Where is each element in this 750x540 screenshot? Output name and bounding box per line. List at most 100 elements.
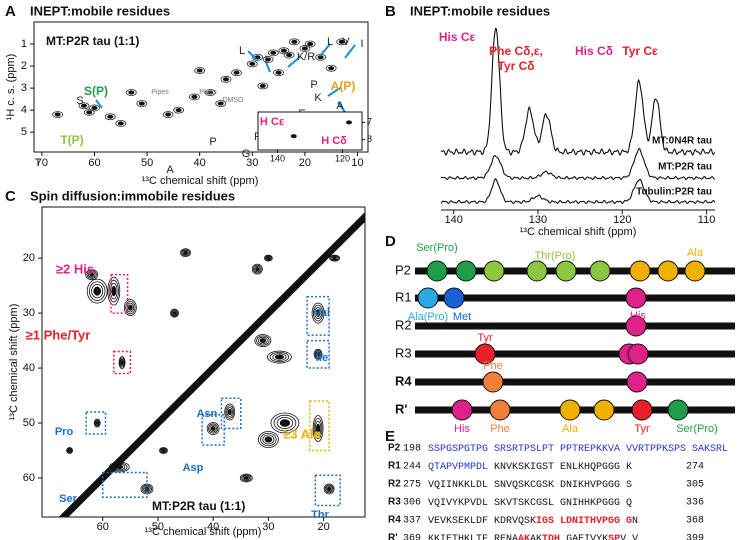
highlight-box (314, 474, 341, 507)
contour (256, 335, 270, 346)
residue-marker (593, 399, 615, 421)
contour (111, 462, 128, 472)
sample-label: MT:P2R tau (1:1) (152, 499, 245, 513)
contour (265, 256, 272, 261)
residue-label: L (239, 45, 245, 57)
x-axis-label: ¹³C chemical shift (ppm) (145, 526, 262, 538)
contour (125, 300, 136, 315)
residue-marker (455, 260, 477, 282)
pointer (247, 50, 259, 62)
residue-label: Pipes (199, 89, 217, 96)
peak (128, 90, 135, 95)
highlight-box (101, 471, 148, 498)
inset-label: H Cε (260, 116, 285, 128)
peak (204, 89, 216, 96)
contour (93, 418, 101, 428)
contour (119, 357, 125, 368)
residue-marker (631, 399, 653, 421)
contour (119, 358, 125, 367)
sequence-segment: KNVKSKIGST ENLKHQPGGG K (488, 462, 632, 473)
contour (181, 249, 190, 257)
trace-label: Tubulin:P2R tau (636, 187, 712, 198)
peak-label: His Cε (439, 30, 476, 44)
peak (288, 38, 300, 46)
y-axis-label: ¹³C chemical shift (ppm) (8, 304, 20, 421)
sequence-segment: KKIETHKLTF RENA (428, 534, 518, 540)
contour (180, 248, 191, 258)
contour (171, 310, 178, 316)
row-label: R3 (395, 345, 412, 360)
peak (301, 46, 308, 51)
peak (207, 90, 214, 95)
x-tick-label: 130 (529, 214, 547, 226)
peak (80, 103, 87, 108)
y-tick-label: 60 (23, 472, 35, 484)
peak (91, 105, 98, 110)
contour (107, 276, 121, 306)
end-number: 274 (686, 462, 704, 473)
end-number: 399 (686, 534, 704, 540)
contour (272, 353, 287, 361)
highlight-box (201, 414, 225, 446)
end-number: 336 (686, 498, 704, 509)
contour (276, 417, 294, 430)
x-tick-label: 20 (299, 157, 311, 169)
peak-label: Asn (197, 408, 218, 420)
peak (189, 93, 200, 101)
peak-label: Ile (316, 352, 328, 364)
contour (331, 256, 338, 261)
peak (191, 94, 198, 99)
contour (227, 408, 232, 416)
peak (328, 66, 335, 71)
x-tick-label: 120 (335, 153, 350, 163)
contour (89, 281, 106, 301)
contour (263, 254, 273, 262)
peak (86, 110, 93, 115)
contour (313, 417, 323, 440)
contour (253, 264, 262, 274)
spectrum-trace (440, 147, 715, 181)
peak-label: Val (314, 307, 330, 319)
diagonal (62, 216, 365, 517)
peak-label: Pro (55, 426, 74, 438)
contour (111, 285, 117, 297)
residue-marker (629, 260, 651, 282)
residue-marker (526, 260, 548, 282)
residue-label: Ala (562, 423, 579, 435)
contour (93, 286, 102, 296)
peak (291, 39, 298, 44)
sequence-segment: IGS LDNITHVPGG G (536, 516, 632, 527)
panel-label: E (385, 428, 395, 445)
residue-label: I (264, 54, 267, 66)
contour (120, 360, 124, 365)
contour (315, 309, 321, 317)
row-label: R4 (395, 373, 412, 388)
x-tick-label: 110 (698, 214, 716, 226)
peak (78, 102, 90, 110)
contour (115, 464, 124, 470)
highlight-box (85, 411, 107, 435)
peak-label: ≥2 His (56, 261, 94, 276)
contour (170, 309, 179, 317)
row-label: R' (395, 401, 407, 416)
plot-frame (33, 21, 369, 153)
sequence-segment: V V (620, 534, 638, 540)
contour (67, 448, 72, 453)
contour (324, 484, 334, 494)
start-number: 244 (403, 462, 421, 473)
contour (267, 350, 292, 364)
peak (215, 100, 227, 107)
x-tick-label: 140 (270, 153, 285, 163)
residue-label: Pipes (151, 89, 169, 96)
peak (304, 40, 316, 48)
residue-marker (626, 371, 648, 393)
contour (161, 449, 166, 452)
x-tick-label: 70 (36, 157, 48, 169)
contour (239, 473, 253, 483)
row-label: R3 (388, 497, 401, 508)
start-number: 275 (403, 480, 421, 491)
peak-label: Asp (183, 462, 204, 474)
residue-label: T(P) (60, 133, 83, 147)
panel-title: Spin diffusion:immobile residues (30, 188, 235, 203)
residue-marker (627, 343, 649, 365)
